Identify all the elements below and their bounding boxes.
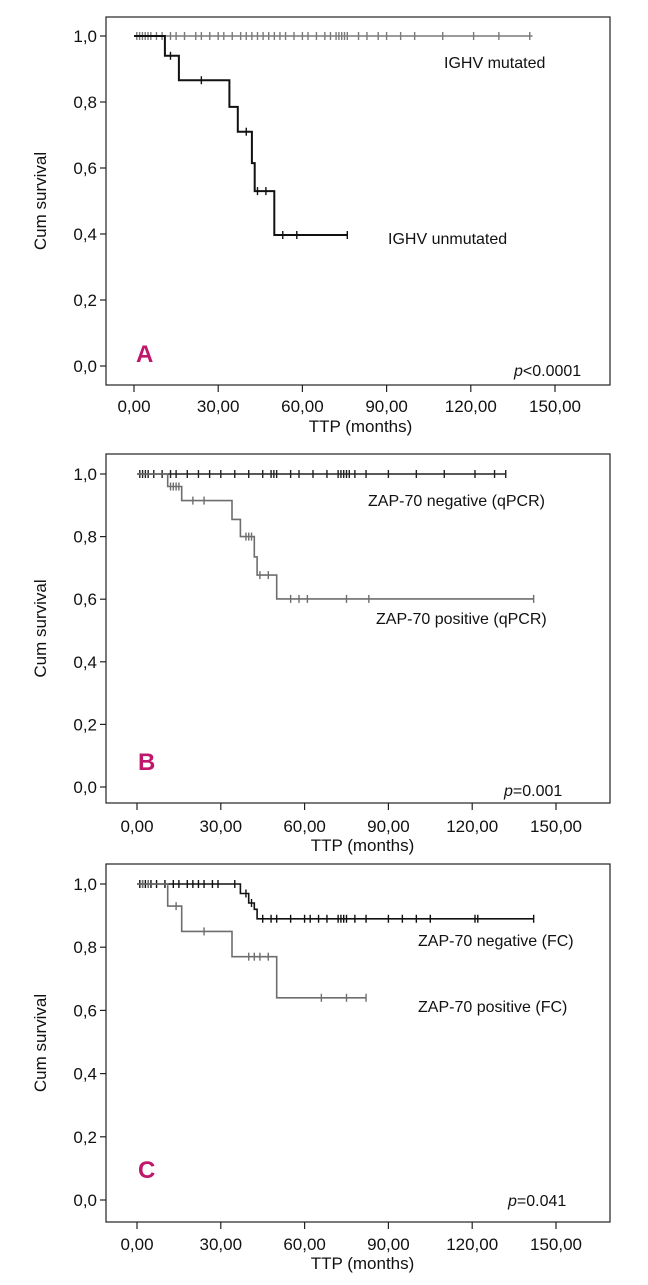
y-tick-label: 0,6 — [73, 590, 97, 609]
series-label: IGHV mutated — [444, 55, 545, 72]
y-tick-label: 1,0 — [73, 27, 97, 46]
x-tick-label: 0,00 — [120, 1235, 153, 1254]
y-tick-label: 0,0 — [73, 357, 97, 376]
panel-letter: C — [138, 1157, 155, 1184]
y-tick-label: 0,4 — [73, 225, 97, 244]
km-curve-series1 — [137, 883, 534, 920]
y-tick-label: 0,4 — [73, 1065, 97, 1084]
y-tick-label: 0,4 — [73, 653, 97, 672]
km-curve-series2 — [137, 883, 367, 999]
series-label: ZAP-70 negative (FC) — [418, 933, 574, 950]
x-tick-label: 90,00 — [365, 397, 408, 416]
x-tick-label: 90,00 — [367, 817, 410, 836]
x-tick-label: 150,00 — [529, 397, 581, 416]
y-tick-label: 0,6 — [73, 159, 97, 178]
x-axis-label: TTP (months) — [311, 836, 415, 855]
y-tick-label: 0,6 — [73, 1001, 97, 1020]
y-tick-label: 0,8 — [73, 528, 97, 547]
y-axis-label: Cum survival — [31, 579, 50, 677]
series-label: ZAP-70 positive (qPCR) — [376, 611, 547, 628]
x-axis-label: TTP (months) — [309, 417, 413, 436]
x-tick-label: 30,00 — [197, 397, 240, 416]
panel-letter: B — [138, 749, 155, 776]
chart-panel-a: 0,0 0,2 0,4 0,6 0,8 1,0 0,00 30,00 60,00 90,00 120… — [31, 16, 611, 436]
p-value-symbol: p — [513, 363, 523, 380]
p-value-symbol: p — [507, 1193, 517, 1210]
x-tick-label: 150,00 — [530, 817, 582, 836]
p-value-annotation: p=0.001 — [503, 783, 562, 800]
y-tick-label: 0,0 — [73, 778, 97, 797]
x-tick-label: 30,00 — [200, 1235, 243, 1254]
y-axis-label: Cum survival — [31, 152, 50, 250]
x-tick-label: 60,00 — [283, 1235, 326, 1254]
y-tick-label: 0,0 — [73, 1191, 97, 1210]
y-tick-label: 0,2 — [73, 291, 97, 310]
y-axis-label: Cum survival — [31, 994, 50, 1092]
y-tick-label: 0,2 — [73, 1128, 97, 1147]
chart-panel-c: 0,0 0,2 0,4 0,6 0,8 1,0 0,00 30,00 60,00 90,00 120… — [31, 863, 611, 1273]
p-value-number: =0.001 — [513, 783, 562, 800]
y-tick-label: 0,2 — [73, 715, 97, 734]
x-tick-label: 60,00 — [281, 397, 324, 416]
x-tick-label: 0,00 — [117, 397, 150, 416]
y-tick-label: 1,0 — [73, 875, 97, 894]
y-tick-label: 0,8 — [73, 93, 97, 112]
series-label: IGHV unmutated — [388, 231, 507, 248]
plot-frame — [105, 453, 611, 804]
x-tick-label: 0,00 — [120, 817, 153, 836]
x-tick-label: 60,00 — [283, 817, 326, 836]
km-curve-series2 — [134, 35, 348, 236]
x-tick-label: 90,00 — [367, 1235, 410, 1254]
x-tick-label: 120,00 — [445, 397, 497, 416]
x-tick-label: 150,00 — [530, 1235, 582, 1254]
x-axis-label: TTP (months) — [311, 1254, 415, 1273]
y-tick-label: 1,0 — [73, 465, 97, 484]
panel-letter: A — [136, 341, 153, 368]
p-value-symbol: p — [503, 783, 513, 800]
series-label: ZAP-70 negative (qPCR) — [368, 493, 545, 510]
chart-panel-b: 0,0 0,2 0,4 0,6 0,8 1,0 0,00 30,00 60,00 90,00 120… — [31, 453, 611, 855]
x-tick-label: 30,00 — [200, 817, 243, 836]
series-label: ZAP-70 positive (FC) — [418, 999, 567, 1016]
p-value-annotation: p<0.0001 — [513, 363, 581, 380]
p-value-annotation: p=0.041 — [507, 1193, 566, 1210]
km-curve-series2 — [137, 473, 534, 600]
plot-frame — [105, 16, 611, 386]
x-tick-label: 120,00 — [446, 1235, 498, 1254]
plot-frame — [105, 863, 611, 1223]
p-value-number: =0.041 — [517, 1193, 566, 1210]
y-tick-label: 0,8 — [73, 938, 97, 957]
x-tick-label: 120,00 — [446, 817, 498, 836]
p-value-number: <0.0001 — [523, 363, 581, 380]
